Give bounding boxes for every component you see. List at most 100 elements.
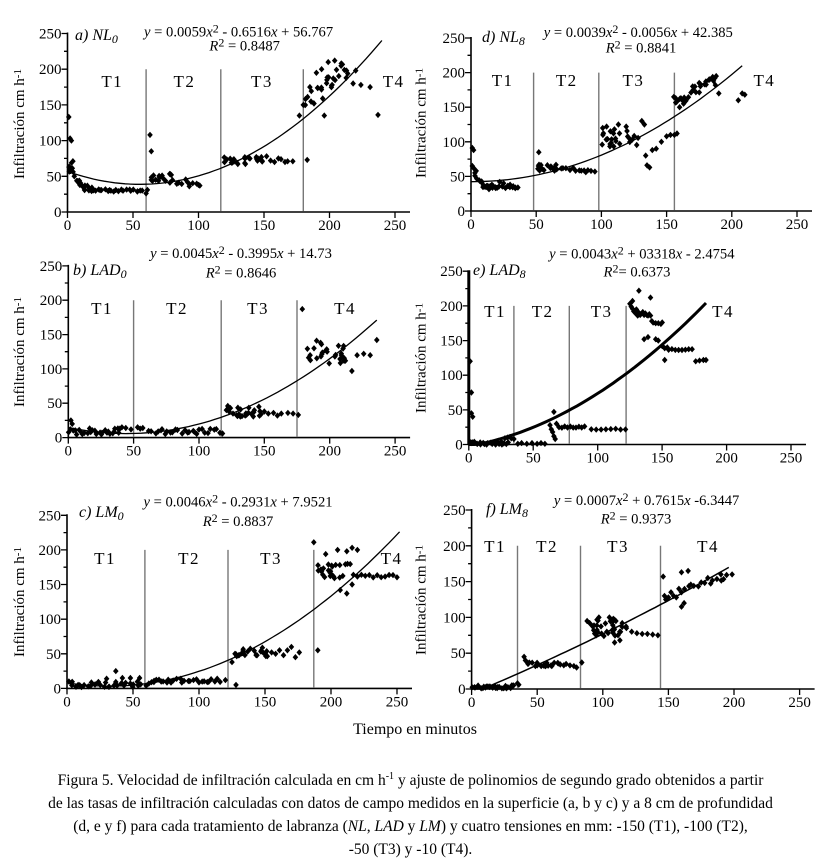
svg-text:50: 50	[47, 169, 62, 185]
svg-text:y = 0.0046x2 - 0.2931x + 7.952: y = 0.0046x2 - 0.2931x + 7.9521	[141, 492, 332, 511]
svg-text:200: 200	[39, 62, 62, 78]
svg-text:100: 100	[592, 695, 615, 711]
svg-text:Tiempo en minutos: Tiempo en minutos	[353, 721, 477, 738]
svg-text:y = 0.0045x2 - 0.3995x + 14.73: y = 0.0045x2 - 0.3995x + 14.73	[148, 243, 332, 262]
svg-text:100: 100	[40, 362, 63, 378]
svg-text:y = 0.0059x2 - 0.6516x + 56.76: y = 0.0059x2 - 0.6516x + 56.767	[142, 22, 333, 41]
svg-text:R2 = 0.8837: R2 = 0.8837	[202, 511, 274, 530]
svg-text:250: 250	[386, 694, 409, 710]
svg-text:T1: T1	[484, 537, 506, 556]
svg-text:100: 100	[187, 218, 210, 234]
svg-text:T4: T4	[712, 302, 734, 321]
svg-text:50: 50	[126, 218, 141, 234]
svg-text:0: 0	[65, 444, 73, 460]
svg-text:200: 200	[440, 299, 463, 315]
svg-text:200: 200	[318, 444, 341, 460]
svg-text:T3: T3	[247, 299, 269, 318]
svg-text:200: 200	[443, 539, 466, 555]
svg-text:0: 0	[54, 205, 62, 221]
svg-text:y = 0.0039x2 - 0.0056x + 42.38: y = 0.0039x2 - 0.0056x + 42.385	[542, 23, 733, 42]
svg-text:250: 250	[788, 695, 811, 711]
svg-text:T3: T3	[623, 71, 645, 90]
svg-text:150: 150	[443, 575, 466, 591]
svg-text:50: 50	[46, 647, 61, 663]
svg-text:T1: T1	[91, 299, 113, 318]
svg-text:150: 150	[40, 328, 63, 344]
svg-text:150: 150	[443, 100, 466, 116]
svg-text:50: 50	[526, 451, 541, 467]
svg-text:250: 250	[40, 259, 63, 275]
svg-text:0: 0	[63, 694, 71, 710]
svg-text:150: 150	[651, 451, 674, 467]
svg-text:T4: T4	[381, 549, 403, 568]
svg-text:y = 0.0007x2 + 0.7615x -6.3447: y = 0.0007x2 + 0.7615x -6.3447	[552, 490, 739, 509]
svg-text:100: 100	[443, 610, 466, 626]
svg-text:b) LAD0: b) LAD0	[73, 262, 127, 281]
svg-text:150: 150	[440, 334, 463, 350]
svg-text:T1: T1	[101, 72, 123, 91]
svg-text:T2: T2	[532, 302, 554, 321]
svg-text:150: 150	[655, 217, 678, 233]
svg-text:Infiltración cm h-1: Infiltración cm h-1	[413, 68, 429, 178]
svg-text:T3: T3	[251, 72, 273, 91]
svg-text:0: 0	[458, 682, 466, 698]
svg-text:R2 = 0.9373: R2 = 0.9373	[600, 509, 672, 528]
svg-text:T4: T4	[334, 299, 356, 318]
svg-text:T4: T4	[697, 537, 719, 556]
svg-text:T2: T2	[536, 537, 558, 556]
svg-text:150: 150	[39, 98, 62, 114]
svg-text:T2: T2	[174, 72, 196, 91]
svg-text:50: 50	[530, 695, 545, 711]
svg-text:200: 200	[320, 694, 343, 710]
svg-text:R2 = 0.8487: R2 = 0.8487	[208, 36, 280, 55]
svg-text:c) LM0: c) LM0	[79, 504, 124, 523]
svg-text:0: 0	[465, 451, 473, 467]
svg-text:50: 50	[450, 169, 465, 185]
svg-text:200: 200	[443, 66, 466, 82]
svg-text:250: 250	[440, 264, 463, 280]
svg-text:250: 250	[786, 217, 809, 233]
svg-text:150: 150	[39, 578, 62, 594]
svg-text:Infiltración cm h-1: Infiltración cm h-1	[12, 69, 28, 179]
svg-text:T1: T1	[484, 302, 506, 321]
svg-text:Infiltración cm h-1: Infiltración cm h-1	[413, 545, 429, 655]
svg-text:0: 0	[458, 204, 466, 220]
svg-text:50: 50	[126, 444, 141, 460]
svg-text:0: 0	[467, 217, 475, 233]
svg-text:e) LAD8: e) LAD8	[473, 262, 526, 281]
svg-text:R2 = 0.8646: R2 = 0.8646	[205, 263, 277, 282]
svg-text:250: 250	[384, 218, 407, 234]
svg-text:200: 200	[723, 695, 746, 711]
svg-text:Infiltración cm h-1: Infiltración cm h-1	[12, 297, 28, 407]
svg-text:150: 150	[253, 218, 276, 234]
svg-text:250: 250	[443, 503, 466, 519]
svg-text:100: 100	[586, 451, 609, 467]
svg-text:0: 0	[468, 695, 476, 711]
svg-text:100: 100	[188, 694, 211, 710]
svg-text:100: 100	[188, 444, 211, 460]
svg-text:T4: T4	[753, 71, 775, 90]
svg-text:200: 200	[40, 293, 63, 309]
svg-text:0: 0	[54, 681, 62, 697]
svg-text:100: 100	[39, 612, 62, 628]
svg-text:Infiltración cm h-1: Infiltración cm h-1	[413, 303, 429, 413]
svg-text:200: 200	[318, 218, 341, 234]
svg-text:150: 150	[254, 694, 277, 710]
svg-text:a) NL0: a) NL0	[75, 27, 118, 46]
svg-text:50: 50	[448, 403, 463, 419]
svg-text:y = 0.0043x2 + 03318x - 2.4754: y = 0.0043x2 + 03318x - 2.4754	[547, 244, 735, 263]
svg-text:150: 150	[657, 695, 680, 711]
svg-text:100: 100	[440, 368, 463, 384]
svg-text:R2= 0.6373: R2= 0.6373	[603, 262, 671, 281]
svg-text:f) LM8: f) LM8	[486, 501, 528, 520]
svg-text:0: 0	[455, 438, 463, 454]
svg-text:50: 50	[126, 694, 141, 710]
svg-text:T1: T1	[492, 71, 514, 90]
svg-text:T3: T3	[260, 549, 282, 568]
svg-text:50: 50	[451, 646, 466, 662]
svg-text:100: 100	[590, 217, 613, 233]
svg-text:100: 100	[39, 134, 62, 150]
svg-text:T2: T2	[178, 549, 200, 568]
svg-text:100: 100	[443, 135, 466, 151]
svg-text:Infiltración cm h-1: Infiltración cm h-1	[12, 547, 28, 657]
